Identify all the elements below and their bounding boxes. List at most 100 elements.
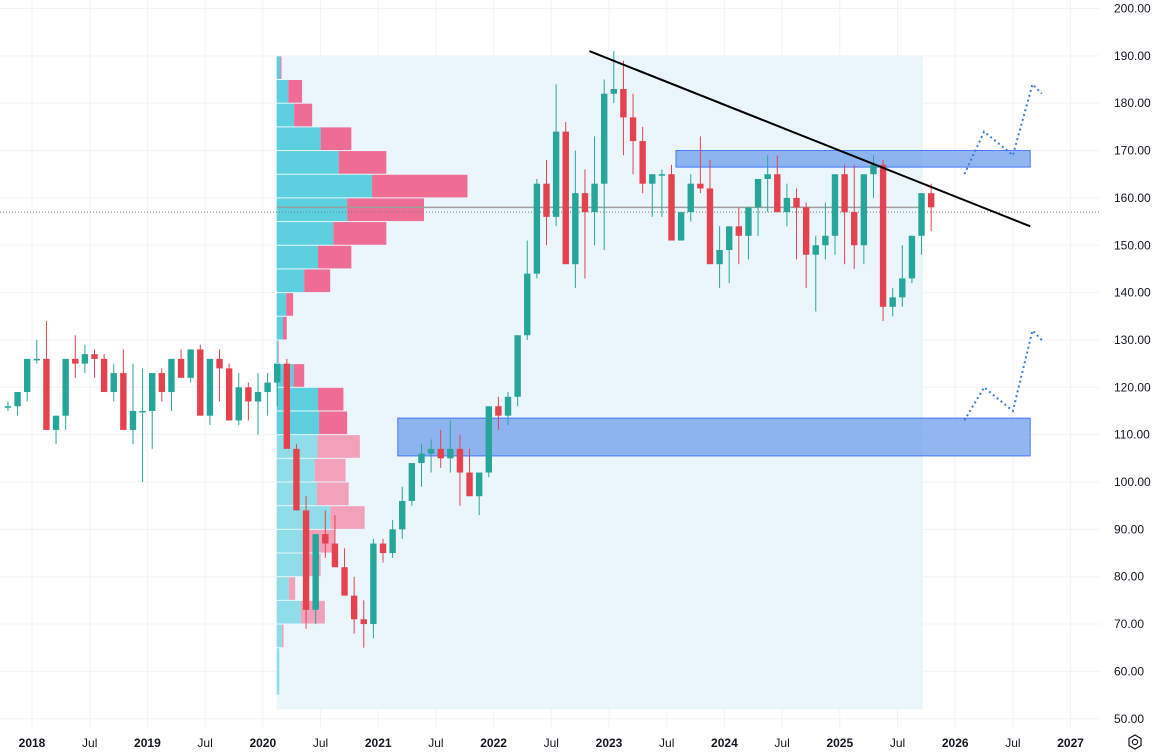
price-axis[interactable]: 200.00 190.00 180.00 170.00 160.00 150.00 140.… — [1114, 2, 1151, 726]
x-tick-label: Jul — [197, 736, 212, 750]
volume-profile-bar-up — [276, 174, 373, 198]
candle-body — [235, 387, 242, 421]
y-tick-label: 170.00 — [1114, 144, 1151, 158]
volume-profile-bar-down — [347, 198, 424, 222]
y-tick-label: 130.00 — [1114, 333, 1151, 347]
gear-icon — [1128, 734, 1142, 750]
volume-profile-bar-up — [276, 293, 287, 316]
x-tick-label: 2021 — [365, 736, 392, 750]
projection-path — [963, 328, 1043, 421]
x-tick-label: Jul — [1005, 736, 1020, 750]
volume-profile-bar-up — [276, 648, 280, 695]
candle-body — [610, 88, 618, 94]
candle-body — [350, 595, 358, 620]
candle-body — [514, 335, 521, 397]
candle-body — [543, 183, 550, 217]
x-tick-label: Jul — [774, 736, 789, 750]
volume-profile-bar-down — [319, 411, 348, 435]
candle-body — [43, 358, 50, 430]
candle-body — [677, 212, 685, 241]
y-tick-label: 90.00 — [1114, 522, 1144, 536]
drawings — [589, 50, 1043, 421]
y-tick-label: 80.00 — [1114, 570, 1144, 584]
candle-body — [918, 193, 925, 236]
candle-body — [879, 164, 887, 307]
candle-body — [466, 472, 473, 497]
candle-body — [418, 453, 425, 464]
candle-body — [706, 188, 714, 265]
price-zone — [397, 417, 1031, 457]
volume-profile-bar-down — [333, 222, 387, 245]
x-tick-label: 2027 — [1057, 736, 1084, 750]
volume-profile-bar-down — [283, 316, 287, 340]
candle-body — [639, 141, 646, 184]
candle-body — [475, 472, 483, 497]
candle-body — [408, 463, 416, 501]
volume-profile-bar-down — [307, 529, 335, 553]
y-tick-label: 100.00 — [1114, 475, 1151, 489]
y-tick-label: 150.00 — [1114, 238, 1151, 252]
candle-body — [370, 543, 377, 625]
candle-body — [91, 354, 98, 359]
candle-body — [908, 235, 916, 279]
candle-body — [812, 245, 819, 255]
x-tick-label: 2020 — [249, 736, 276, 750]
volume-profile-bar-up — [276, 387, 318, 411]
volume-profile-bar-down — [288, 80, 303, 103]
candle-body — [447, 448, 454, 459]
candle-body — [4, 406, 12, 408]
candle-body — [274, 363, 281, 383]
volume-profile-bar-up — [276, 269, 305, 293]
candle-body — [591, 183, 598, 213]
volume-profile-bar-down — [338, 151, 387, 174]
x-tick-label: Jul — [890, 736, 905, 750]
candle-body — [379, 543, 387, 554]
volume-profile-bar-up — [276, 600, 302, 624]
y-tick-label: 180.00 — [1114, 96, 1151, 110]
candle-body — [735, 226, 743, 236]
candle-body — [110, 373, 117, 393]
volume-profile-bar-up — [276, 245, 318, 269]
x-tick-label: 2025 — [826, 736, 853, 750]
candle-body — [23, 358, 31, 393]
volume-profile-bar-down — [372, 174, 468, 198]
volume-profile-bar-down — [317, 245, 352, 269]
candle-body — [870, 164, 877, 175]
candle-body — [774, 174, 781, 213]
time-axis[interactable]: 2018 Jul 2019 Jul 2020 Jul 2021 Jul 2022 Jul 2023 J… — [19, 736, 1085, 750]
volume-profile-bar-up — [276, 553, 304, 577]
volume-profile-bar-up — [276, 198, 348, 222]
x-tick-label: 2019 — [134, 736, 161, 750]
candle-body — [100, 358, 108, 393]
y-tick-label: 120.00 — [1114, 380, 1151, 394]
candle-body — [851, 212, 858, 246]
candle-body — [793, 197, 800, 208]
x-tick-label: 2018 — [19, 736, 46, 750]
x-tick-label: Jul — [659, 736, 674, 750]
candle-body — [658, 174, 666, 176]
volume-profile-bar-up — [276, 316, 284, 340]
candle-body — [629, 117, 637, 142]
volume-profile-bar-up — [276, 411, 320, 435]
volume-profile-bar-up — [276, 577, 289, 600]
candle-body — [158, 373, 166, 393]
candle-body — [139, 410, 146, 413]
x-tick-label: Jul — [428, 736, 443, 750]
volume-profile-bar-down — [317, 387, 344, 411]
projection-path — [963, 82, 1043, 175]
candle-body — [254, 392, 262, 402]
volume-profile-bar-up — [276, 56, 281, 80]
candle-body — [495, 406, 502, 416]
candle-body — [687, 183, 694, 213]
candle-body — [341, 567, 348, 596]
candle-body — [360, 619, 367, 625]
candle-body — [283, 363, 291, 449]
trendline — [589, 50, 1031, 228]
y-tick-label: 200.00 — [1114, 2, 1151, 16]
candle-body — [206, 358, 214, 416]
candle-body — [668, 174, 675, 241]
volume-profile-bar-down — [293, 364, 305, 387]
x-tick-label: 2023 — [596, 736, 623, 750]
chart-settings-button[interactable] — [1126, 733, 1144, 751]
